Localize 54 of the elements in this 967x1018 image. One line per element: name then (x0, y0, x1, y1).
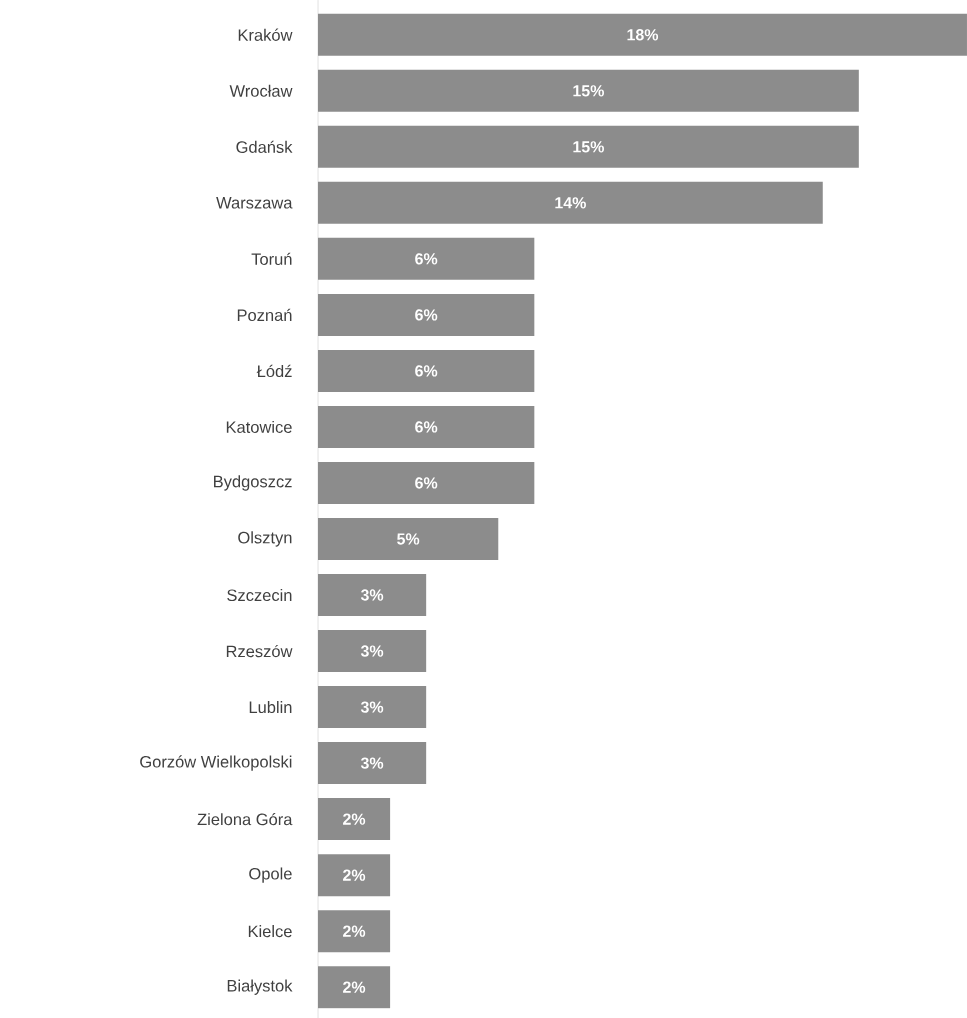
data-label: 6% (415, 365, 438, 377)
data-label: 14% (555, 197, 586, 209)
bar (317, 742, 427, 785)
y-tick-label: Katowice (226, 420, 292, 433)
bar (317, 405, 535, 448)
bar (317, 798, 391, 841)
data-label: 5% (397, 533, 420, 545)
y-tick-label: Opole (249, 867, 292, 883)
data-label: 2% (343, 813, 366, 825)
y-tick-label: Łódź (256, 364, 292, 378)
data-label: 18% (627, 29, 659, 41)
bar (317, 686, 427, 729)
data-label: 3% (360, 701, 384, 713)
y-tick-label: Szczecin (227, 588, 292, 602)
y-tick-label: Warszawa (216, 197, 293, 209)
y-tick-label: Gorzów Wielkopolski (140, 755, 292, 771)
bar (317, 237, 535, 280)
y-tick-label: Toruń (251, 252, 292, 266)
bar (317, 574, 427, 617)
data-label: 2% (343, 869, 366, 881)
bar (317, 181, 823, 224)
data-label: 3% (360, 589, 384, 601)
y-tick-label: Kraków (238, 28, 293, 41)
y-tick-label: Olsztyn (238, 531, 292, 547)
y-tick-label: Gdańsk (236, 140, 293, 153)
bar (317, 69, 859, 112)
data-label: 3% (360, 757, 384, 769)
data-label: 6% (415, 421, 438, 433)
y-tick-label: Lublin (249, 701, 292, 714)
bar (317, 910, 391, 953)
bar (317, 630, 427, 673)
data-label: 6% (415, 477, 438, 489)
bar (317, 349, 535, 392)
bar (317, 966, 391, 1009)
data-label: 6% (415, 253, 438, 265)
data-label: 2% (343, 925, 366, 937)
data-label: 15% (573, 85, 604, 97)
bar (317, 125, 859, 168)
y-tick-label: Bydgoszcz (214, 475, 292, 491)
y-tick-label: Wrocław (229, 84, 293, 97)
bar (317, 461, 535, 504)
data-label: 6% (415, 309, 438, 321)
data-label: 3% (360, 645, 384, 657)
y-tick-label: Zielona Góra (197, 812, 293, 826)
data-label: 15% (573, 141, 604, 153)
bar (317, 293, 535, 336)
y-tick-label: Kielce (248, 925, 292, 938)
y-tick-label: Białystok (227, 979, 293, 995)
data-label: 2% (343, 981, 366, 993)
bar (317, 13, 967, 56)
y-tick-label: Poznań (237, 308, 292, 322)
bar (317, 854, 391, 897)
y-tick-label: Rzeszów (226, 644, 293, 658)
bar (317, 517, 499, 560)
